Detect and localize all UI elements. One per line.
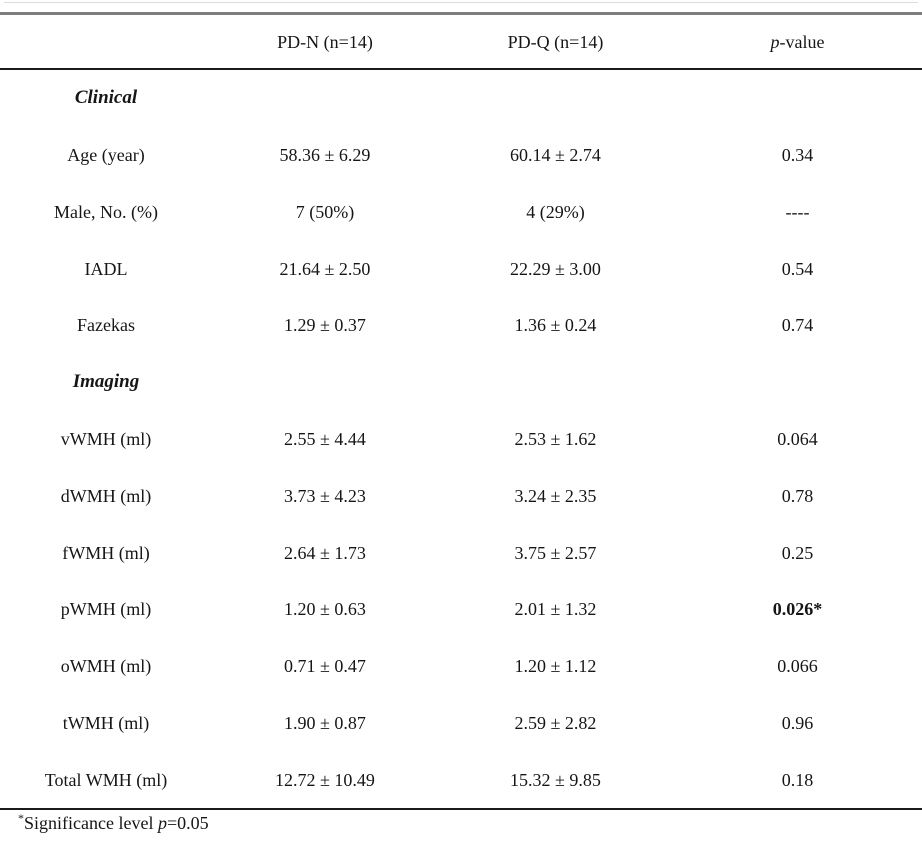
table-row: Age (year) 58.36 ± 6.29 60.14 ± 2.74 0.34: [0, 127, 922, 184]
value-cell: 12.72 ± 10.49: [275, 769, 375, 790]
row-label: Total WMH (ml): [44, 769, 168, 790]
section-label: Clinical: [74, 87, 138, 109]
row-label: IADL: [84, 258, 128, 279]
value-cell: 0.25: [781, 542, 814, 563]
row-label: vWMH (ml): [60, 428, 152, 449]
row-label: dWMH (ml): [60, 485, 152, 506]
table-row: pWMH (ml) 1.20 ± 0.63 2.01 ± 1.32 0.026*: [0, 581, 922, 638]
value-cell: 0.71 ± 0.47: [284, 656, 366, 677]
value-cell: ----: [785, 201, 810, 222]
value-cell: 3.24 ± 2.35: [514, 485, 597, 506]
row-label: oWMH (ml): [60, 656, 152, 677]
table-row: dWMH (ml) 3.73 ± 4.23 3.24 ± 2.35 0.78: [0, 467, 922, 524]
table-row: Total WMH (ml) 12.72 ± 10.49 15.32 ± 9.85 0…: [0, 751, 922, 808]
significance-footnote: *Significance level p=0.05: [18, 810, 209, 836]
value-cell: 1.20 ± 0.63: [284, 599, 366, 620]
value-cell: 0.54: [781, 258, 814, 279]
comparison-table: PD-N (n=14) PD-Q (n=14) p-value Clinical…: [0, 12, 922, 810]
header-pvalue-p: p: [770, 31, 780, 52]
top-faint-rule: [4, 2, 918, 3]
section-row: Clinical: [0, 70, 922, 127]
footnote-text: Significance level: [24, 813, 158, 833]
row-label: pWMH (ml): [60, 599, 152, 620]
value-cell: 7 (50%): [295, 201, 355, 222]
row-label: tWMH (ml): [62, 712, 150, 733]
value-cell: 3.75 ± 2.57: [514, 542, 597, 563]
footnote-asterisk: *: [18, 811, 24, 825]
value-cell: 2.53 ± 1.62: [514, 428, 597, 449]
table-row: oWMH (ml) 0.71 ± 0.47 1.20 ± 1.12 0.066: [0, 638, 922, 695]
table-body: Clinical Age (year) 58.36 ± 6.29 60.14 ± 2.…: [0, 70, 922, 808]
table-row: vWMH (ml) 2.55 ± 4.44 2.53 ± 1.62 0.064: [0, 411, 922, 468]
header-pvalue-rest: -value: [779, 31, 825, 52]
row-label: Fazekas: [77, 315, 135, 336]
value-cell: 15.32 ± 9.85: [510, 769, 601, 790]
value-cell: 0.066: [777, 656, 818, 677]
value-cell: 1.90 ± 0.87: [284, 712, 366, 733]
row-label: fWMH (ml): [62, 542, 150, 563]
footnote-value: =0.05: [166, 813, 209, 833]
value-cell: 2.01 ± 1.32: [514, 599, 597, 620]
value-cell: 0.34: [781, 145, 814, 166]
value-cell: 0.064: [777, 428, 818, 449]
value-cell: 0.96: [781, 712, 814, 733]
footnote-p: p: [157, 813, 167, 833]
table-row: Fazekas 1.29 ± 0.37 1.36 ± 0.24 0.74: [0, 297, 922, 354]
value-cell: 60.14 ± 2.74: [510, 145, 601, 166]
value-cell: 1.20 ± 1.12: [514, 656, 597, 677]
header-pdn: PD-N (n=14): [277, 31, 373, 52]
value-cell: 0.78: [781, 485, 814, 506]
value-cell: 1.36 ± 0.24: [514, 315, 597, 336]
value-cell: 2.64 ± 1.73: [284, 542, 366, 563]
value-cell: 2.59 ± 2.82: [514, 712, 597, 733]
table-row: tWMH (ml) 1.90 ± 0.87 2.59 ± 2.82 0.96: [0, 694, 922, 751]
value-cell: 0.026*: [772, 599, 823, 620]
value-cell: 58.36 ± 6.29: [279, 145, 371, 166]
value-cell: 1.29 ± 0.37: [284, 315, 366, 336]
value-cell: 21.64 ± 2.50: [279, 258, 371, 279]
table-row: fWMH (ml) 2.64 ± 1.73 3.75 ± 2.57 0.25: [0, 524, 922, 581]
row-label: Male, No. (%): [54, 201, 158, 222]
table-top-rule: [0, 12, 922, 15]
section-row: Imaging: [0, 354, 922, 411]
table-row: IADL 21.64 ± 2.50 22.29 ± 3.00 0.54: [0, 240, 922, 297]
value-cell: 4 (29%): [526, 201, 585, 222]
table-bottom-rule: [0, 807, 922, 810]
value-cell: 3.73 ± 4.23: [284, 485, 366, 506]
value-cell: 0.18: [781, 769, 814, 790]
value-cell: 0.74: [781, 315, 814, 336]
section-label: Imaging: [72, 371, 140, 393]
header-pdq: PD-Q (n=14): [507, 31, 604, 52]
value-cell: 2.55 ± 4.44: [284, 428, 366, 449]
header-pvalue: p-value: [673, 31, 922, 53]
table-header-row: PD-N (n=14) PD-Q (n=14) p-value: [0, 15, 922, 70]
table-row: Male, No. (%) 7 (50%) 4 (29%) ----: [0, 184, 922, 241]
value-cell: 22.29 ± 3.00: [510, 258, 601, 279]
row-label: Age (year): [67, 145, 145, 166]
